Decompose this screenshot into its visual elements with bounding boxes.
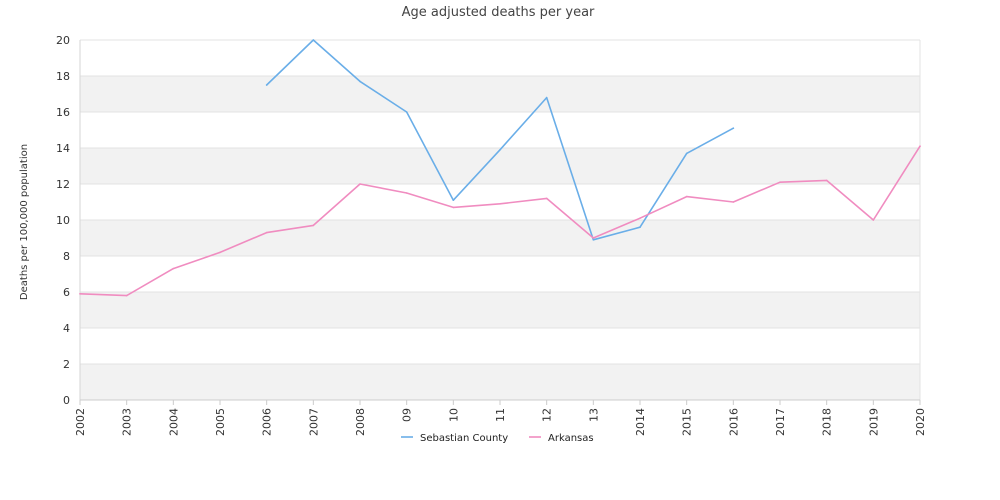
grid-band [80,76,920,112]
data-point [685,195,688,198]
x-tick-label: 13 [587,408,600,422]
data-point [125,294,128,297]
data-point [452,199,455,201]
grid-band [80,256,920,292]
x-tick-label: 2005 [214,408,227,436]
y-tick-label: 16 [56,106,70,119]
y-tick-label: 4 [63,322,70,335]
y-tick-label: 20 [56,34,70,47]
data-point [499,149,501,151]
data-point [639,226,641,228]
x-tick-label: 2014 [634,408,647,436]
y-tick-label: 10 [56,214,70,227]
x-tick-label: 11 [494,408,507,422]
data-point [405,192,408,194]
legend-label[interactable]: Arkansas [548,433,594,444]
data-point [825,179,828,182]
data-point [545,197,548,200]
data-point [919,145,921,147]
x-tick-label: 2018 [821,408,834,436]
data-point [405,111,408,113]
data-point [172,267,175,270]
x-tick-label: 2016 [727,408,740,436]
grid-band [80,184,920,220]
x-tick-label: 12 [541,408,554,422]
data-point [265,231,268,234]
data-point [359,80,361,83]
y-axis-label: Deaths per 100,000 population [19,144,30,300]
data-point [452,206,455,209]
x-tick-label: 2020 [914,408,927,436]
data-point [359,183,361,185]
y-tick-label: 18 [56,70,70,83]
data-point [639,217,641,219]
x-tick-label: 2006 [261,408,274,436]
data-point [265,84,268,86]
data-point [545,96,548,99]
x-tick-label: 09 [401,408,414,422]
x-tick-label: 2019 [867,408,880,436]
data-point [592,239,595,241]
y-tick-label: 0 [63,394,70,407]
y-tick-label: 8 [63,250,70,263]
data-point [872,219,875,221]
data-point [732,201,735,203]
data-point [779,181,781,183]
data-point [685,152,688,155]
x-tick-label: 2008 [354,408,367,436]
legend-label[interactable]: Sebastian County [420,433,508,444]
x-tick-label: 2003 [121,408,134,436]
grid-band [80,292,920,328]
grid-band [80,328,920,364]
y-tick-label: 14 [56,142,70,155]
grid-band [80,220,920,256]
x-tick-label: 2007 [307,408,320,436]
grid-band [80,40,920,76]
data-point [312,224,315,227]
data-point [592,237,595,239]
chart-title: Age adjusted deaths per year [402,5,595,20]
x-tick-label: 2017 [774,408,787,436]
data-point [732,127,735,129]
y-tick-label: 6 [63,286,70,299]
y-tick-label: 2 [63,358,70,371]
data-point [499,203,501,205]
x-tick-label: 10 [447,408,460,422]
grid-band [80,148,920,184]
data-point [79,293,81,295]
data-point [219,251,221,254]
grid-band [80,364,920,400]
grid-band [80,112,920,148]
x-tick-label: 2002 [74,408,87,436]
data-point [312,39,315,41]
x-tick-label: 2004 [167,408,180,436]
legend: Sebastian County Arkansas [401,433,594,444]
y-tick-label: 12 [56,178,70,191]
x-tick-label: 2015 [681,408,694,436]
